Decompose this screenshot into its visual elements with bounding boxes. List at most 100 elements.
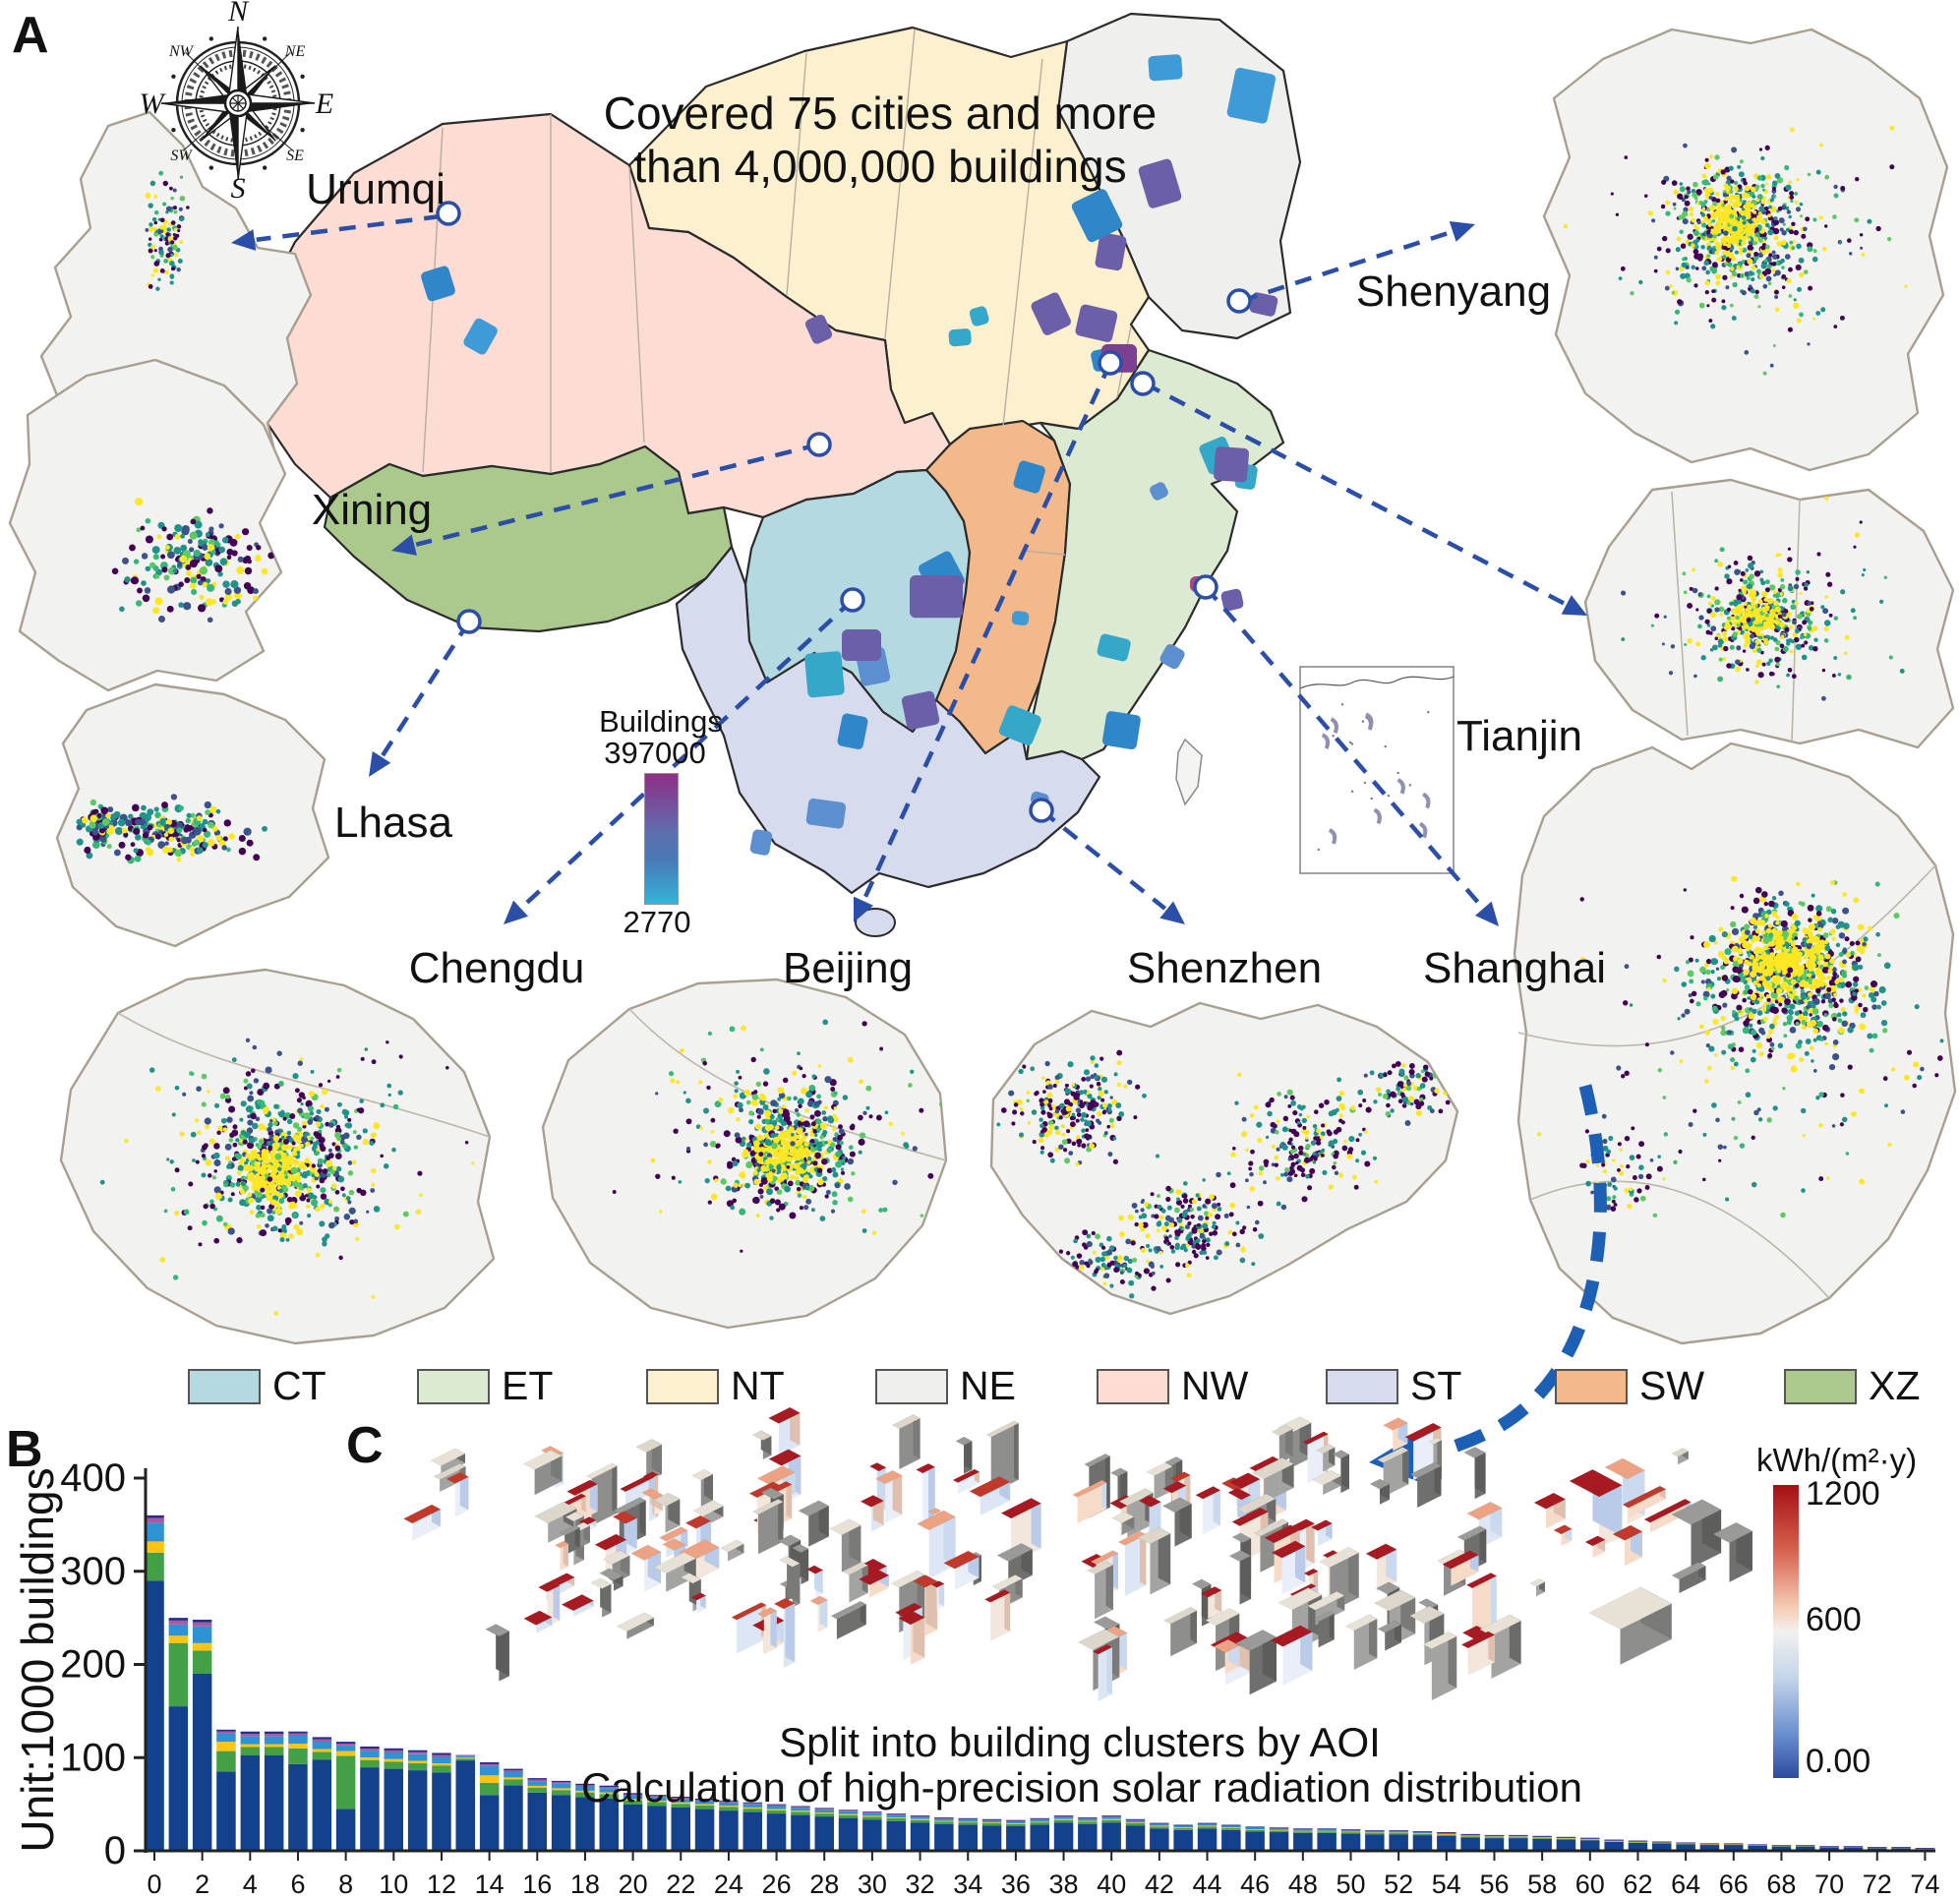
city-inset-boundary-chengdu xyxy=(59,968,496,1345)
bar-stack-33 xyxy=(934,1816,954,1851)
map-city-marker xyxy=(1130,371,1156,396)
panel-c-caption-line1: Split into building clusters by AOI xyxy=(779,1719,1381,1765)
compass-intercardinal-NE: NE xyxy=(284,43,306,60)
x-tick-label: 64 xyxy=(1671,1869,1700,1899)
scs-island-arc xyxy=(1364,714,1373,731)
city-patch xyxy=(1234,463,1258,490)
bar-stack-30 xyxy=(862,1811,882,1851)
dot-cluster-beijing xyxy=(612,1003,944,1270)
bar-stack-40 xyxy=(1101,1815,1121,1851)
radiation-colorbar-min: 0.00 xyxy=(1806,1743,1871,1780)
city-label-urumqi: Urumqi xyxy=(306,165,445,213)
city-inset-boundary-xining xyxy=(8,358,287,692)
x-tick-label: 40 xyxy=(1097,1869,1126,1899)
radiation-colorbar xyxy=(1773,1485,1799,1778)
compass-cardinal-N: N xyxy=(227,0,250,28)
legend-swatch-NW xyxy=(1097,1368,1169,1404)
bar-stack-54 xyxy=(1437,1832,1456,1851)
x-tick-label: 42 xyxy=(1145,1869,1174,1899)
buildings-colorbar-min: 2770 xyxy=(623,905,691,939)
y-tick-label: 400 xyxy=(60,1456,126,1500)
city-inset-beijing xyxy=(541,978,948,1330)
province-boundary-line xyxy=(1022,550,1066,556)
bar-stack-62 xyxy=(1628,1840,1648,1851)
arrow-shanghai xyxy=(1204,585,1499,926)
buildings-colorbar xyxy=(644,773,679,905)
bar-stack-4 xyxy=(240,1731,261,1851)
scs-island-arc xyxy=(1330,717,1338,734)
city-patch xyxy=(918,551,965,598)
y-tick-label: 100 xyxy=(60,1736,126,1779)
dot-cluster-shenyang xyxy=(1563,125,1908,376)
x-tick-label: 34 xyxy=(953,1869,982,1899)
x-tick-label: 74 xyxy=(1910,1869,1939,1899)
scs-coastline xyxy=(1299,676,1455,689)
building-cluster-4 xyxy=(1529,1448,1753,1665)
bar-stack-50 xyxy=(1340,1829,1361,1851)
bar-stack-60 xyxy=(1580,1837,1600,1851)
panel-c-label: C xyxy=(346,1417,384,1474)
city-inset-urumqi xyxy=(30,110,313,584)
bar-stack-44 xyxy=(1197,1822,1218,1851)
x-tick-label: 58 xyxy=(1527,1869,1557,1899)
city-patch xyxy=(969,306,989,326)
region-legend: CT ET NT NE NW ST SW XZ xyxy=(0,1363,1960,1408)
legend-swatch-NE xyxy=(875,1368,948,1404)
bar-stack-64 xyxy=(1676,1842,1695,1851)
legend-swatch-SW xyxy=(1555,1368,1628,1404)
bar-stack-58 xyxy=(1532,1835,1552,1851)
x-tick-label: 26 xyxy=(762,1869,792,1899)
legend-item-CT: CT xyxy=(188,1363,327,1409)
arrow-shanghai-to-cluster xyxy=(1369,1084,1607,1487)
city-patch-highlight xyxy=(1101,344,1137,373)
city-patch xyxy=(837,713,868,749)
city-inset-boundary-lhasa xyxy=(55,682,330,948)
bar-stack-0 xyxy=(145,1514,164,1851)
city-patch xyxy=(901,690,940,730)
city-patch xyxy=(1150,482,1168,501)
x-tick-label: 54 xyxy=(1432,1869,1461,1899)
city-patch xyxy=(805,798,847,829)
bar-stack-43 xyxy=(1173,1824,1193,1851)
radiation-colorbar-mid: 600 xyxy=(1806,1601,1862,1638)
city-inset-chengdu xyxy=(59,968,496,1345)
legend-item-ST: ST xyxy=(1326,1363,1461,1409)
x-tick-label: 56 xyxy=(1479,1869,1509,1899)
city-inset-shanghai xyxy=(1513,742,1957,1345)
bar-stack-72 xyxy=(1868,1847,1887,1851)
map-city-marker xyxy=(1029,798,1054,823)
city-label-shenyang: Shenyang xyxy=(1355,267,1552,316)
city-patch xyxy=(948,328,972,347)
bar-stack-70 xyxy=(1819,1846,1839,1851)
city-label-tianjin: Tianjin xyxy=(1456,712,1582,760)
city-patch xyxy=(1159,644,1185,670)
scs-island-arc xyxy=(1373,807,1382,825)
legend-swatch-CT xyxy=(188,1368,261,1404)
city-patch xyxy=(1097,633,1131,662)
bar-stack-57 xyxy=(1509,1834,1528,1851)
city-patch xyxy=(1226,67,1277,124)
city-patch xyxy=(1031,292,1072,335)
south-china-sea-inset xyxy=(1299,666,1455,874)
bar-stack-3 xyxy=(216,1729,236,1851)
bar-stack-49 xyxy=(1317,1828,1336,1851)
arrow-tianjin xyxy=(1143,382,1587,616)
map-city-marker xyxy=(806,432,832,457)
city-inset-shenzhen xyxy=(989,1001,1459,1316)
bar-chart-y-axis-label: Unit:1000 buildings xyxy=(12,1467,63,1853)
bar-stack-73 xyxy=(1891,1847,1911,1851)
map-city-marker xyxy=(840,587,865,613)
city-patch xyxy=(998,705,1041,745)
bar-stack-61 xyxy=(1604,1839,1624,1851)
legend-item-SW: SW xyxy=(1555,1363,1704,1409)
city-inset-boundary-tianjin xyxy=(1583,478,1955,749)
bar-stack-9 xyxy=(360,1746,380,1851)
map-hainan xyxy=(855,908,896,937)
bar-stack-69 xyxy=(1796,1845,1815,1851)
bar-stack-16 xyxy=(527,1778,547,1851)
city-patch xyxy=(1071,189,1123,243)
x-tick-label: 44 xyxy=(1192,1869,1221,1899)
city-label-chengdu: Chengdu xyxy=(408,944,585,992)
